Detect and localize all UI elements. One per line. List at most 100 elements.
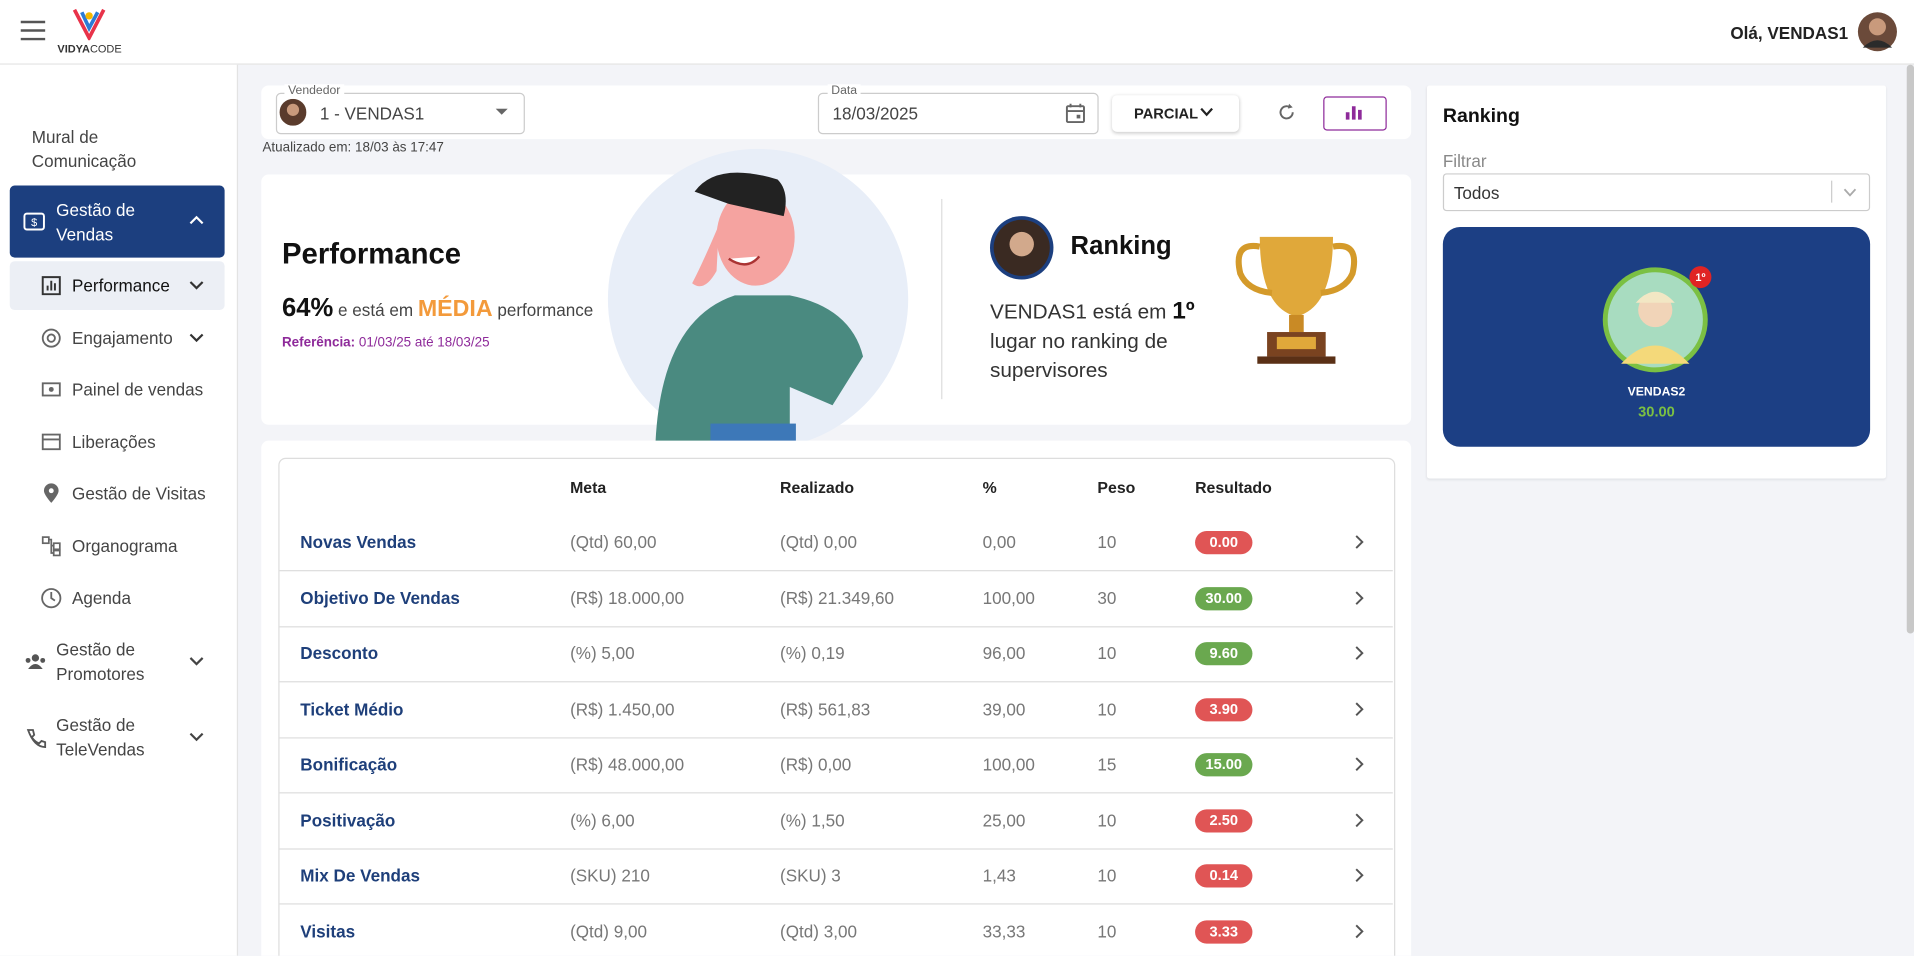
top-avatar [1602,267,1708,373]
row-divider [279,736,1393,738]
user-avatar[interactable] [1857,11,1899,53]
cell: 39,00 [982,698,1026,719]
menu-icon [41,433,61,450]
row-name[interactable]: Ticket Médio [300,698,404,719]
menu-icon [41,536,61,557]
percent: 64% [281,294,334,323]
row-name[interactable]: Visitas [300,921,356,941]
menu-label: Gestão de [56,639,136,660]
row-name[interactable]: Desconto [300,643,379,663]
menu-mural[interactable]: Mural de Comunicação [32,125,137,174]
row-name[interactable]: Objetivo De Vendas [300,587,460,608]
cell: 10 [1097,921,1117,941]
menu-label: Comunicação [31,151,137,171]
icon: $ [23,212,45,231]
ranking-title: Ranking [1070,231,1172,261]
cell: (Qtd) 3,00 [780,921,857,941]
refresh-icon[interactable] [1277,103,1297,123]
filter-label: Filtrar [1442,151,1487,171]
table [278,457,1396,956]
vendedor-value: 1 - VENDAS1 [319,103,425,124]
chart-button[interactable] [1323,96,1387,131]
column-header: Meta [570,478,607,497]
svg-text:$: $ [31,217,37,229]
menu-televendas[interactable]: Gestão de TeleVendas [56,713,144,762]
column-header: Peso [1097,478,1136,497]
menu-icon [41,328,61,348]
menu-item[interactable]: Liberações [72,431,156,452]
cell: (R$) 561,83 [780,698,871,719]
text: VENDAS1 está em [989,300,1167,324]
top-name: VENDAS2 [1627,385,1686,400]
row-name[interactable]: Bonificação [300,754,398,774]
result-badge: 2.50 [1195,808,1253,832]
menu-item[interactable]: Organograma [72,535,178,556]
row-name[interactable]: Novas Vendas [300,532,417,552]
cell: (R$) 18.000,00 [570,587,685,608]
column-header: % [982,478,997,497]
icon [26,729,47,748]
row-chevron[interactable] [1353,923,1377,947]
logo-light: CODE [89,42,122,55]
cell: 30 [1097,587,1117,608]
cell: 10 [1097,698,1117,719]
cell: (%) 1,50 [780,809,845,830]
menu-label: TeleVendas [56,739,145,760]
panel-title: Ranking [1442,106,1520,127]
cell: 10 [1097,643,1117,663]
date-field[interactable] [817,92,1099,135]
row-chevron[interactable] [1353,590,1377,614]
chevron [189,281,204,290]
result-badge: 0.00 [1195,531,1253,555]
chevron [189,333,204,342]
row-chevron[interactable] [1353,701,1377,725]
line: lugar no ranking de [989,329,1168,353]
cell: 25,00 [982,809,1026,830]
menu-item[interactable]: Performance [72,275,170,296]
chart-icon [1345,106,1362,120]
mode-label: PARCIAL [1134,104,1199,123]
row-chevron[interactable] [1353,646,1377,670]
text: e está em [338,300,414,320]
menu-active-bg [9,261,225,311]
row-chevron[interactable] [1353,812,1377,836]
filter-select[interactable] [1442,173,1871,212]
menu-vendas[interactable] [9,185,225,258]
caret [495,108,508,115]
row-chevron[interactable] [1353,535,1377,559]
column-header: Resultado [1195,478,1272,497]
cell: (SKU) 3 [780,865,841,886]
column-header: Realizado [780,478,855,497]
menu-item[interactable]: Engajamento [72,327,173,348]
cell: 0,00 [982,532,1016,552]
menu-item[interactable]: Gestão de Visitas [72,483,206,504]
chevron [189,215,204,225]
field-label: Data [827,84,861,98]
row-name[interactable]: Positivação [300,809,396,830]
ranking-text: VENDAS1 está em 1º lugar no ranking de s… [990,297,1195,386]
row-chevron[interactable] [1353,868,1377,892]
row-divider [279,847,1393,849]
calendar-icon[interactable] [1065,103,1086,124]
row-divider [279,792,1393,794]
trophy [1235,236,1358,364]
mode-button[interactable] [1112,95,1240,132]
vendedor-select[interactable] [275,92,525,135]
row-divider [279,681,1393,683]
menu-icon [41,587,62,608]
row-chevron[interactable] [1353,757,1377,781]
row-name[interactable]: Mix De Vendas [300,865,420,886]
result-badge: 9.60 [1195,642,1253,666]
menu-item[interactable]: Painel de vendas [72,379,204,400]
menu-item[interactable]: Agenda [72,587,131,608]
cell: 1,43 [982,865,1016,886]
menu-label: Promotores [56,664,145,684]
result-badge: 30.00 [1195,586,1253,610]
menu-promotores[interactable]: Gestão de Promotores [56,637,144,686]
cell: 100,00 [982,754,1035,774]
result-badge: 3.90 [1195,697,1253,721]
menu-icon[interactable] [20,20,47,42]
top-score: 30.00 [1638,402,1675,420]
menu-label: Gestão de [56,715,136,735]
chevron [1843,188,1857,197]
